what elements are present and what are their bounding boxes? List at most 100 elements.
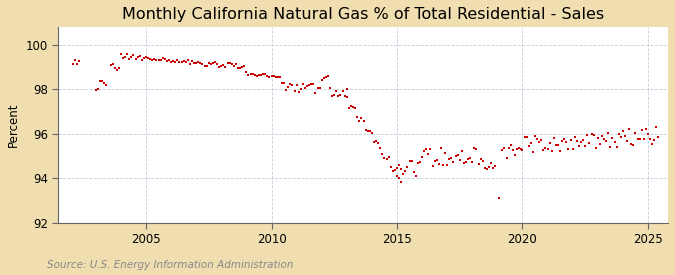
Point: [418, 148, 429, 153]
Point: [586, 132, 597, 136]
Point: [570, 134, 580, 139]
Point: [180, 60, 191, 65]
Point: [212, 62, 223, 66]
Point: [317, 78, 327, 82]
Point: [132, 55, 143, 60]
Point: [574, 144, 585, 148]
Point: [199, 64, 210, 68]
Point: [74, 59, 84, 64]
Point: [327, 94, 338, 98]
Point: [626, 142, 637, 147]
Point: [369, 140, 379, 144]
Point: [381, 157, 392, 161]
Point: [128, 53, 139, 57]
Point: [207, 61, 218, 65]
Point: [172, 58, 183, 62]
Point: [191, 61, 202, 65]
Point: [439, 150, 450, 155]
Point: [105, 63, 116, 67]
Point: [329, 93, 340, 97]
Point: [342, 87, 352, 92]
Point: [273, 75, 284, 79]
Point: [467, 160, 478, 164]
Point: [170, 59, 181, 64]
Point: [308, 82, 319, 87]
Point: [126, 54, 137, 59]
Point: [479, 165, 490, 170]
Point: [431, 158, 442, 163]
Point: [597, 133, 608, 138]
Point: [553, 143, 564, 147]
Point: [275, 75, 286, 79]
Point: [138, 56, 149, 60]
Point: [124, 57, 135, 62]
Point: [637, 128, 647, 132]
Point: [502, 156, 512, 161]
Point: [325, 86, 335, 90]
Point: [400, 169, 411, 173]
Point: [189, 61, 200, 65]
Point: [488, 166, 499, 170]
Point: [475, 156, 486, 161]
Point: [379, 156, 390, 161]
Point: [385, 165, 396, 169]
Point: [117, 56, 128, 60]
Point: [563, 147, 574, 151]
Point: [559, 137, 570, 141]
Point: [360, 128, 371, 132]
Point: [201, 64, 212, 68]
Point: [595, 141, 605, 146]
Point: [433, 161, 444, 166]
Point: [231, 62, 242, 67]
Title: Monthly California Natural Gas % of Total Residential - Sales: Monthly California Natural Gas % of Tota…: [122, 7, 604, 22]
Point: [224, 61, 235, 65]
Point: [483, 165, 494, 169]
Point: [383, 155, 394, 160]
Point: [634, 137, 645, 141]
Point: [471, 147, 482, 152]
Point: [130, 57, 141, 61]
Point: [174, 60, 185, 64]
Point: [427, 163, 438, 168]
Point: [582, 133, 593, 138]
Point: [281, 87, 292, 92]
Point: [122, 52, 132, 57]
Point: [90, 88, 101, 92]
Point: [136, 58, 147, 62]
Point: [256, 73, 267, 78]
Point: [614, 132, 624, 136]
Point: [147, 58, 158, 63]
Point: [304, 82, 315, 87]
Point: [497, 148, 508, 152]
Point: [214, 65, 225, 69]
Point: [321, 75, 331, 79]
Point: [356, 116, 367, 120]
Point: [647, 141, 657, 146]
Point: [512, 147, 522, 151]
Point: [462, 157, 473, 161]
Point: [588, 133, 599, 137]
Point: [584, 141, 595, 145]
Point: [119, 54, 130, 59]
Point: [226, 62, 237, 66]
Point: [346, 104, 356, 108]
Point: [364, 129, 375, 134]
Point: [296, 87, 306, 91]
Point: [210, 60, 221, 64]
Point: [245, 72, 256, 76]
Point: [193, 60, 204, 64]
Point: [605, 145, 616, 149]
Point: [514, 146, 524, 150]
Point: [279, 81, 290, 85]
Point: [494, 196, 505, 200]
Point: [153, 57, 164, 62]
Point: [184, 62, 195, 66]
Point: [630, 131, 641, 135]
Point: [616, 135, 626, 140]
Point: [165, 60, 176, 64]
Point: [134, 53, 145, 58]
Point: [653, 135, 664, 139]
Point: [536, 138, 547, 142]
Point: [394, 176, 404, 180]
Point: [145, 57, 156, 61]
